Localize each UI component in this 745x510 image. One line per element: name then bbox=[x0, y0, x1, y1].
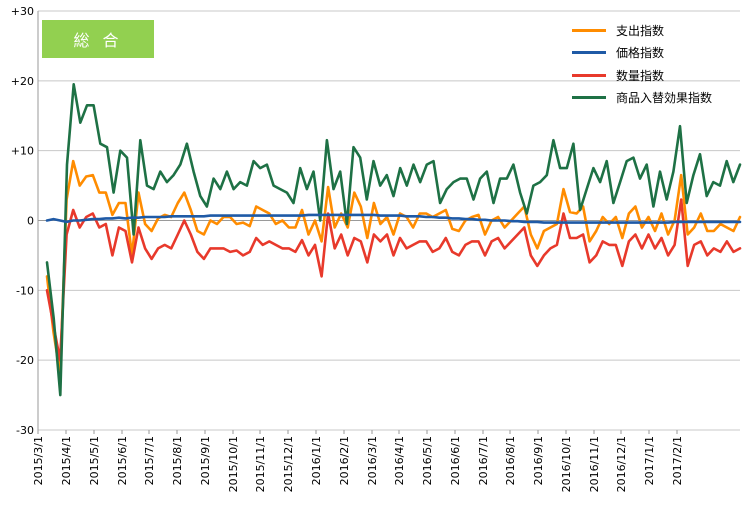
x-tick-label: 2016/10/1 bbox=[560, 436, 573, 492]
legend-item: 支出指数 bbox=[572, 19, 712, 42]
y-axis: +30 +20 +10 0 -10 -20 -30 bbox=[11, 5, 34, 437]
gridlines bbox=[37, 10, 740, 431]
x-tick-label: 2015/4/1 bbox=[60, 436, 73, 485]
x-tick-label: 2016/9/1 bbox=[532, 436, 545, 485]
y-tick-label: +10 bbox=[11, 145, 34, 158]
legend-swatch bbox=[572, 73, 606, 77]
x-tick-label: 2017/1/1 bbox=[643, 436, 656, 485]
x-tick-label: 2015/11/1 bbox=[254, 436, 267, 492]
x-tick-label: 2016/4/1 bbox=[393, 436, 406, 485]
x-tick-label: 2016/2/1 bbox=[338, 436, 351, 485]
x-tick-label: 2015/10/1 bbox=[227, 436, 240, 492]
x-tick-label: 2016/7/1 bbox=[477, 436, 490, 485]
x-tick-label: 2016/11/1 bbox=[588, 436, 601, 492]
x-tick-label: 2015/7/1 bbox=[143, 436, 156, 485]
series-line-1 bbox=[45, 213, 742, 224]
category-badge: 総 合 bbox=[42, 20, 154, 58]
x-tick-label: 2016/12/1 bbox=[615, 436, 628, 492]
series-lines bbox=[45, 83, 742, 397]
x-tick-label: 2016/3/1 bbox=[366, 436, 379, 485]
y-tick-label: 0 bbox=[27, 215, 34, 228]
legend-item: 商品入替効果指数 bbox=[572, 87, 712, 110]
y-tick-label: -30 bbox=[16, 424, 34, 437]
y-tick-label: -20 bbox=[16, 354, 34, 367]
x-tick-label: 2015/6/1 bbox=[116, 436, 129, 485]
x-tick-label: 2016/1/1 bbox=[310, 436, 323, 485]
x-tick-label: 2015/12/1 bbox=[282, 436, 295, 492]
series-line-2 bbox=[45, 198, 742, 362]
x-tick-label: 2015/3/1 bbox=[32, 436, 45, 485]
legend-swatch bbox=[572, 96, 606, 100]
x-tick-label: 2016/8/1 bbox=[504, 436, 517, 485]
x-tick-label: 2015/8/1 bbox=[171, 436, 184, 485]
legend-item: 数量指数 bbox=[572, 64, 712, 87]
legend-item: 価格指数 bbox=[572, 42, 712, 65]
y-tick-label: -10 bbox=[16, 284, 34, 297]
series-line-3 bbox=[45, 83, 742, 397]
x-tick-label: 2016/5/1 bbox=[421, 436, 434, 485]
legend: 支出指数 価格指数 数量指数 商品入替効果指数 bbox=[572, 19, 712, 109]
legend-swatch bbox=[572, 28, 606, 32]
y-tick-label: +30 bbox=[11, 5, 34, 18]
x-tick-label: 2015/5/1 bbox=[88, 436, 101, 485]
legend-label: 商品入替効果指数 bbox=[616, 91, 713, 106]
x-tick-label: 2015/9/1 bbox=[199, 436, 212, 485]
y-tick-label: +20 bbox=[11, 75, 34, 88]
legend-label: 価格指数 bbox=[616, 46, 665, 61]
legend-label: 支出指数 bbox=[616, 23, 665, 38]
x-axis: 2015/3/1 2015/4/1 2015/5/1 2015/6/1 2015/7/1… bbox=[32, 430, 684, 492]
legend-swatch bbox=[572, 51, 606, 55]
x-tick-label: 2017/2/1 bbox=[671, 436, 684, 485]
legend-label: 数量指数 bbox=[616, 68, 665, 83]
x-tick-label: 2016/6/1 bbox=[449, 436, 462, 485]
